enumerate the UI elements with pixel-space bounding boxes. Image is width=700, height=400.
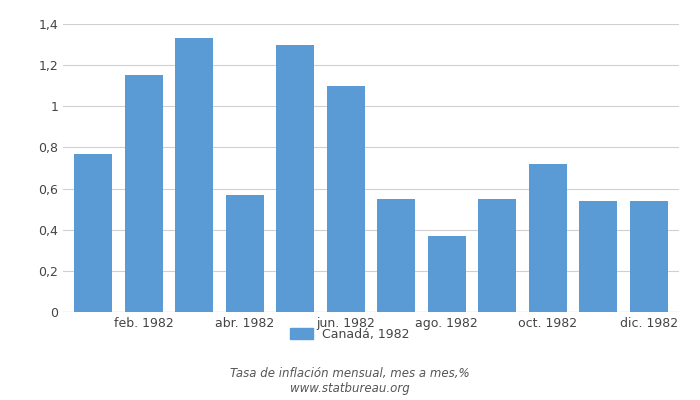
Bar <box>125 76 162 312</box>
Bar <box>226 195 264 312</box>
Bar <box>377 199 415 312</box>
Text: Tasa de inflación mensual, mes a mes,%: Tasa de inflación mensual, mes a mes,% <box>230 368 470 380</box>
Bar <box>327 86 365 312</box>
Bar <box>276 44 314 312</box>
Bar <box>74 154 112 312</box>
Text: www.statbureau.org: www.statbureau.org <box>290 382 410 395</box>
Legend: Canadá, 1982: Canadá, 1982 <box>285 323 415 346</box>
Bar <box>528 164 567 312</box>
Bar <box>428 236 466 312</box>
Bar <box>580 201 617 312</box>
Bar <box>478 199 516 312</box>
Bar <box>630 201 668 312</box>
Bar <box>175 38 214 312</box>
